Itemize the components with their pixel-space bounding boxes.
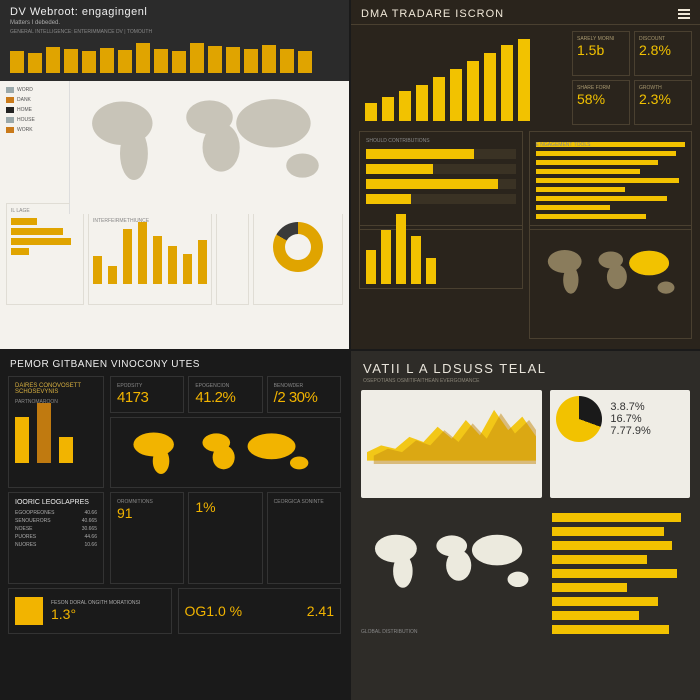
quadrant-engagement: DV Webroot: engagingenl Matters I debede… [0, 0, 349, 349]
q2-title: DMA TRADARE ISCRON [361, 8, 504, 20]
q1-panel-a: IL LAGE [6, 203, 84, 305]
q4-world-map: GLOBAL DISTRIBUTION [361, 504, 542, 650]
q2-hlines-label: E NGAGEMENT TOOLS [536, 142, 686, 147]
q3-leogl-list: IOORIC LEOGLAPRES EGOOPREONES40.66SENOUE… [8, 492, 104, 584]
donut-icon [273, 222, 323, 272]
q4-subtitle: OSEPOTIANS OSMITIFAITHEAN EVERGOMANCE [351, 378, 700, 390]
q1-panel-b: MABENI ENGAGENEND INANDSOGNE INTERFEIRME… [88, 203, 212, 305]
q2-kpi-grid: SARELY MORNI1.5bDISCOUNT2.8%SHARE FORM58… [572, 31, 692, 125]
q3-title: PEMOR GITBANEN VINOCONY UTES [0, 351, 349, 372]
quadrant-vinocony: PEMOR GITBANEN VINOCONY UTES DAIRES CONO… [0, 351, 349, 700]
q3-metrics: EPODSITY4173EPOGENCION41.2%BENOWDER/2 30… [110, 376, 341, 488]
q1-title: DV Webroot: engagingenl [10, 6, 339, 18]
q1-panel-spacer [216, 203, 249, 305]
q3-left-panel: DAIRES CONOVOSETT SCHOSEVYNIS PARTNOMARO… [8, 376, 104, 488]
q1-sidebar: WORDDANKHOMEHOUSEWORK [0, 81, 70, 214]
q4-pie-panel: 3.8.7%16.7%7.77.9% [550, 390, 690, 498]
pie-icon [556, 396, 602, 442]
quadrant-ldsuss: VATII L A LDSUSS TELAL OSEPOTIANS OSMITI… [351, 351, 700, 700]
q1-caption: GENERAL INTELLIGENCE: ENTERIMMANCE DV | … [10, 29, 339, 35]
q4-map-label: GLOBAL DISTRIBUTION [361, 629, 542, 635]
q4-hbar-chart [550, 504, 690, 650]
menu-icon[interactable] [678, 9, 690, 19]
q2-hlines-panel: E NGAGEMENT TOOLS [529, 131, 693, 230]
q2-progress-label: SHOULD CONTRIBUTIONS [366, 138, 516, 144]
q2-small-bars [359, 225, 523, 289]
q2-growth-bars [359, 31, 566, 121]
q4-title: VATII L A LDSUSS TELAL [351, 351, 700, 378]
q1-lower-panels: IL LAGE MABENI ENGAGENEND INANDSOGNE INT… [0, 199, 349, 311]
q1-world-map [70, 81, 349, 214]
q1-panel-donut: CANNADAROUND BL [253, 203, 343, 305]
q2-world-map [529, 225, 693, 339]
q1-header: DV Webroot: engagingenl Matters I debede… [0, 0, 349, 39]
q4-area-chart [361, 390, 542, 498]
quadrant-tradare: DMA TRADARE ISCRON SARELY MORNI1.5bDISCO… [351, 0, 700, 349]
q2-progress-panel: SHOULD CONTRIBUTIONS [359, 131, 523, 230]
q3-card-left: FESON DORAL ONGITH MORATIONSI 1.3° [8, 588, 172, 634]
q3-bot-grid: OROMNITIONS911%CEORGICA SONINTE [110, 492, 341, 584]
q1-top-bar-chart [0, 39, 349, 81]
q3-card-right: OG1.0 % 2.41 [178, 588, 342, 634]
q1-subtitle: Matters I debeded. [10, 20, 339, 26]
